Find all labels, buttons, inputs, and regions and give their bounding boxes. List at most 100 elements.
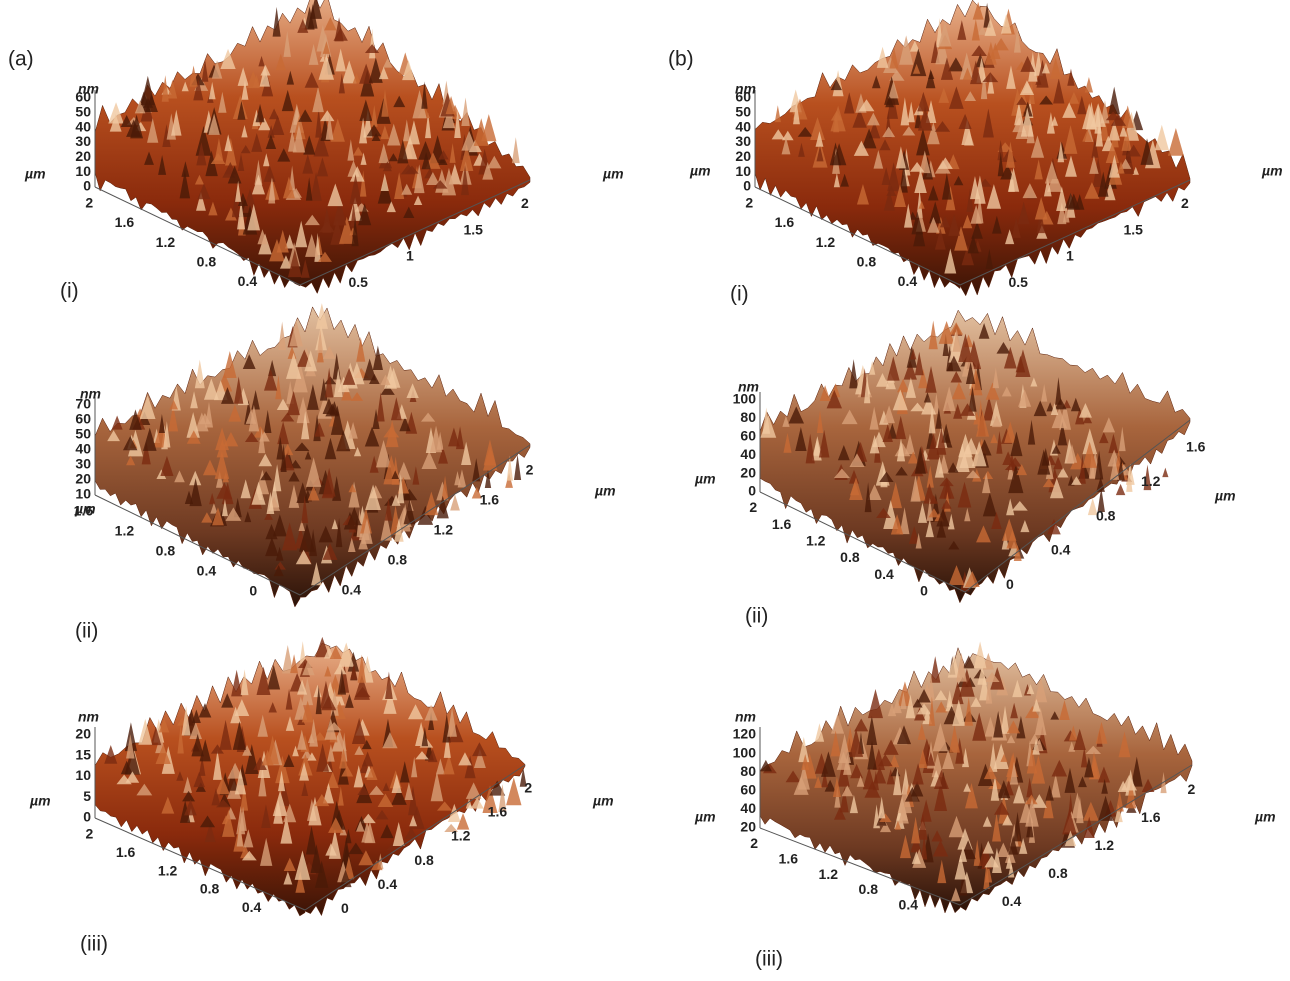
z-tick-label: 50 bbox=[75, 426, 91, 442]
plot-label: (ii) bbox=[745, 605, 768, 628]
afm-plot: nm05101520µm21.61.20.80.4µm00.40.81.21.6… bbox=[29, 637, 614, 956]
surface-peak bbox=[1155, 125, 1169, 151]
x-tick-label: 0 bbox=[1006, 576, 1014, 592]
x-tick-label: 2 bbox=[521, 195, 529, 211]
z-tick-label: 60 bbox=[740, 782, 756, 798]
z-tick-label: 20 bbox=[735, 148, 751, 164]
z-tick-label: 40 bbox=[735, 118, 751, 134]
z-tick-label: 20 bbox=[75, 726, 91, 742]
x-tick-label: 1.5 bbox=[1124, 221, 1144, 237]
x-tick-label: 2 bbox=[1187, 781, 1195, 797]
z-tick-label: 10 bbox=[75, 767, 91, 783]
z-tick-label: 10 bbox=[735, 163, 751, 179]
x-tick-label: 1 bbox=[406, 248, 414, 264]
y-tick-label: 1.6 bbox=[115, 214, 135, 230]
x-tick-label: 0.8 bbox=[414, 852, 434, 868]
surface-peak bbox=[512, 137, 520, 163]
figure: (a)nm0102030405060µm21.61.20.80.4µm0.511… bbox=[0, 0, 1290, 976]
x-unit: µm bbox=[1214, 488, 1236, 504]
z-tick-label: 50 bbox=[75, 104, 91, 120]
surface-peak bbox=[1108, 87, 1120, 115]
surface-peak bbox=[1116, 484, 1125, 495]
y-tick-label: 1.6 bbox=[74, 503, 94, 519]
x-tick-label: 0.4 bbox=[1002, 893, 1022, 909]
z-tick-label: 15 bbox=[75, 746, 91, 762]
plot-label: (iii) bbox=[80, 933, 108, 956]
z-tick-label: 120 bbox=[733, 726, 757, 742]
surface-peak bbox=[278, 322, 286, 350]
y-tick-label: 2 bbox=[85, 195, 93, 211]
y-tick-label: 0 bbox=[920, 583, 928, 599]
afm-plot: nm20406080100120µm21.61.20.80.4µm0.40.81… bbox=[694, 641, 1276, 970]
y-unit: µm bbox=[24, 166, 46, 182]
x-tick-label: 0 bbox=[341, 900, 349, 916]
z-tick-label: 20 bbox=[75, 471, 91, 487]
z-unit: nm bbox=[735, 709, 756, 725]
x-tick-label: 0.4 bbox=[378, 876, 398, 892]
y-tick-label: 1.6 bbox=[775, 214, 795, 230]
x-tick-label: 0.4 bbox=[1051, 542, 1071, 558]
z-tick-label: 30 bbox=[75, 133, 91, 149]
y-tick-label: 0.8 bbox=[859, 881, 879, 897]
y-tick-label: 0.8 bbox=[156, 543, 176, 559]
z-tick-label: 40 bbox=[740, 446, 756, 462]
x-tick-label: 1.2 bbox=[1095, 837, 1115, 853]
z-tick-label: 20 bbox=[740, 464, 756, 480]
z-tick-label: 80 bbox=[740, 409, 756, 425]
y-tick-label: 1.6 bbox=[772, 516, 792, 532]
y-tick-label: 2 bbox=[749, 499, 757, 515]
x-tick-label: 0.8 bbox=[1048, 865, 1068, 881]
y-tick-label: 0.4 bbox=[197, 563, 217, 579]
x-tick-label: 1.6 bbox=[1186, 438, 1206, 454]
surface-peak bbox=[1162, 468, 1168, 478]
z-tick-label: 0 bbox=[743, 178, 751, 194]
x-tick-label: 2 bbox=[1181, 195, 1189, 211]
y-tick-label: 1.2 bbox=[115, 523, 135, 539]
x-tick-label: 1.6 bbox=[488, 804, 508, 820]
afm-plot: nm020406080100µm21.61.20.80.40µm00.40.81… bbox=[694, 310, 1236, 627]
afm-plot: nm10203040506070µm1.61.20.80.40µm0.40.81… bbox=[74, 303, 616, 642]
z-tick-label: 0 bbox=[83, 809, 91, 825]
y-tick-label: 0.4 bbox=[899, 897, 919, 913]
surface-peak bbox=[1168, 128, 1184, 156]
x-unit: µm bbox=[594, 483, 616, 499]
surface-peak bbox=[104, 745, 117, 764]
z-unit: nm bbox=[78, 709, 99, 725]
x-tick-label: 0.5 bbox=[1009, 274, 1029, 290]
z-tick-label: 10 bbox=[75, 163, 91, 179]
y-tick-label: 0.4 bbox=[238, 273, 258, 289]
x-unit: µm bbox=[1254, 809, 1276, 825]
y-tick-label: 0.8 bbox=[857, 253, 877, 269]
y-tick-label: 0.8 bbox=[840, 549, 860, 565]
y-tick-label: 1.6 bbox=[116, 844, 136, 860]
x-tick-label: 0.4 bbox=[342, 582, 362, 598]
z-tick-label: 60 bbox=[75, 89, 91, 105]
z-tick-label: 60 bbox=[740, 428, 756, 444]
z-tick-label: 5 bbox=[83, 788, 91, 804]
z-tick-label: 100 bbox=[733, 744, 757, 760]
x-tick-label: 1.6 bbox=[1141, 809, 1161, 825]
y-tick-label: 0.4 bbox=[242, 899, 262, 915]
z-tick-label: 80 bbox=[740, 763, 756, 779]
plot-label: (i) bbox=[730, 283, 749, 306]
x-tick-label: 1.2 bbox=[434, 522, 454, 538]
plot-label: (i) bbox=[60, 280, 79, 303]
panel-label: (b) bbox=[668, 48, 694, 71]
y-tick-label: 1.2 bbox=[156, 234, 176, 250]
z-tick-label: 60 bbox=[735, 89, 751, 105]
x-tick-label: 0.5 bbox=[349, 274, 369, 290]
y-tick-label: 2 bbox=[750, 835, 758, 851]
y-unit: µm bbox=[694, 809, 716, 825]
y-unit: µm bbox=[29, 793, 51, 809]
surface-peak bbox=[775, 105, 781, 122]
z-tick-label: 20 bbox=[75, 148, 91, 164]
x-tick-label: 2 bbox=[526, 462, 534, 478]
surface-peak bbox=[868, 689, 883, 718]
y-tick-label: 1.2 bbox=[816, 234, 836, 250]
y-tick-label: 0.4 bbox=[874, 566, 894, 582]
z-tick-label: 0 bbox=[748, 483, 756, 499]
y-tick-label: 1.2 bbox=[819, 866, 839, 882]
z-tick-label: 50 bbox=[735, 104, 751, 120]
afm-plot: nm0102030405060µm21.61.20.80.4µm0.511.52… bbox=[24, 0, 624, 303]
afm-plot: nm0102030405060µm21.61.20.80.4µm0.511.52… bbox=[689, 0, 1283, 305]
